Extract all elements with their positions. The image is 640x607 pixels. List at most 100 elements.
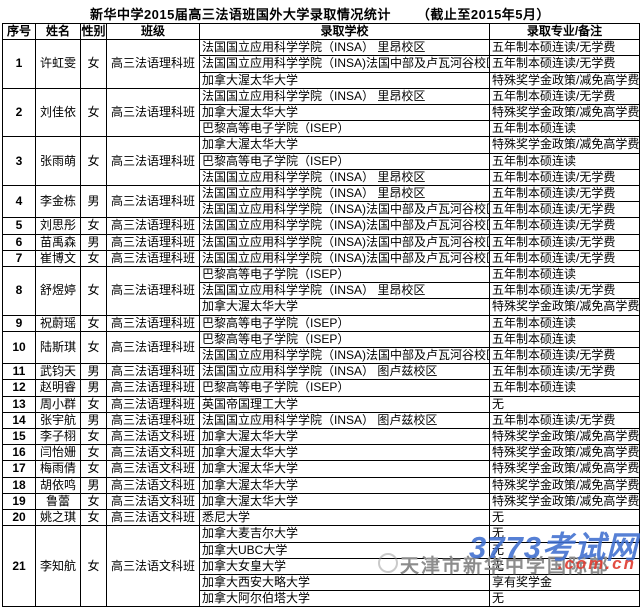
table-row: 18 胡依鸣男高三法语文科班 加拿大渥太华大学 特殊奖学金政策/减免高学费	[2, 476, 640, 494]
student-class: 高三法语文科班	[106, 492, 200, 511]
admission-remark: 无	[489, 590, 640, 607]
student-gender: 男	[80, 363, 107, 381]
admission-school: 法国国立应用科学学院（INSA)法国中部及卢瓦河谷校区	[199, 217, 490, 235]
admission-remark: 无	[489, 509, 640, 527]
page-title: 新华中学2015届高三法语班国外大学录取情况统计 （截止至2015年5月）	[0, 0, 640, 23]
admission-remark: 五年制本硕连读/无学费	[489, 217, 640, 235]
header-remark: 录取专业/备注	[489, 22, 640, 41]
table-row: 法国国立应用科学学院（INSA)法国中部及卢瓦河谷校区 五年制本硕连读/无学费	[3, 201, 640, 219]
student-gender: 女	[80, 136, 107, 187]
admission-remark: 五年制本硕连读/无学费	[489, 363, 640, 381]
student-class: 高三法语文科班	[106, 428, 200, 446]
table-row: 5 刘思彤女高三法语理科班 法国国立应用科学学院（INSA)法国中部及卢瓦河谷校区五…	[2, 217, 640, 235]
student-name: 舒煜婷	[35, 266, 81, 316]
admission-school: 英国帝国理工大学	[199, 395, 490, 413]
admission-remark: 特殊奖学金政策/减免高学费	[489, 104, 640, 122]
student-class: 高三法语文科班	[106, 476, 200, 494]
table-row: 20 姚之琪女高三法语文科班 悉尼大学无	[2, 509, 640, 527]
table-row: 7 崔博文女高三法语理科班 法国国立应用科学学院（INSA)法国中部及卢瓦河谷校区五…	[2, 249, 640, 268]
table-row: 17 梅雨倩女高三法语文科班 加拿大渥太华大学 特殊奖学金政策/减免高学费	[2, 460, 640, 478]
row-number: 21	[2, 525, 36, 607]
row-number: 5	[2, 217, 36, 235]
admission-school: 加拿大渥太华大学	[199, 428, 490, 446]
table-row: 8 舒煜婷女高三法语理科班 巴黎高等电子学院（ISEP） 五年制本硕连读	[2, 266, 640, 316]
admission-remark: 五年制本硕连读/无学费	[489, 185, 640, 203]
student-gender: 女	[80, 87, 107, 138]
admission-remark: 五年制本硕连读	[489, 330, 640, 349]
student-gender: 男	[80, 476, 107, 494]
row-number: 13	[2, 395, 36, 413]
admission-remark: 五年制本硕连读/无学费	[489, 201, 640, 219]
admission-remark: 特殊奖学金政策/减免高学费	[489, 476, 640, 494]
admission-remark: 五年制本硕连读/无学费	[489, 168, 640, 187]
admission-school: 加拿大渥太华大学	[199, 444, 490, 462]
row-number: 18	[2, 476, 36, 494]
student-class: 高三法语理科班	[106, 136, 200, 187]
table-row: 15 李子栩女高三法语文科班 加拿大渥太华大学 特殊奖学金政策/减免高学费	[2, 428, 640, 446]
student-class: 高三法语理科班	[106, 395, 200, 413]
admission-school: 法国国立应用科学学院（INSA)法国中部及卢瓦河谷校区	[199, 55, 490, 73]
admission-remark: 五年制本硕连读	[489, 379, 640, 397]
student-gender: 女	[80, 525, 107, 607]
student-gender: 女	[80, 444, 107, 462]
student-class: 高三法语理科班	[106, 379, 200, 397]
table-row: 法国国立应用科学学院（INSA） 里昂校区 五年制本硕连读/无学费	[3, 168, 640, 187]
admission-remark: 享有奖学金	[489, 573, 640, 592]
admission-school: 加拿大渥太华大学	[199, 136, 490, 154]
row-number: 6	[2, 233, 36, 251]
student-name: 张宇航	[35, 411, 81, 430]
table-row: 2 刘佳依女高三法语理科班 法国国立应用科学学院（INSA） 里昂校区 五年制本硕连读…	[2, 87, 640, 138]
admission-school: 加拿大渥太华大学	[199, 460, 490, 478]
student-class: 高三法语理科班	[106, 330, 200, 365]
admission-remark: 五年制本硕连读/无学费	[489, 249, 640, 268]
admission-school: 巴黎高等电子学院（ISEP）	[199, 379, 490, 397]
table-row: 法国国立应用科学学院（INSA)法国中部及卢瓦河谷校区 五年制本硕连读/无学费	[3, 347, 640, 365]
student-name: 闫怡姗	[35, 444, 81, 462]
student-class: 高三法语理科班	[106, 411, 200, 430]
row-number: 20	[2, 509, 36, 527]
student-class: 高三法语理科班	[106, 39, 200, 89]
student-class: 高三法语理科班	[106, 185, 200, 219]
admission-school: 法国国立应用科学学院（INSA)法国中部及卢瓦河谷校区	[199, 249, 490, 268]
admission-school: 法国国立应用科学学院（INSA)法国中部及卢瓦河谷校区	[199, 347, 490, 365]
student-gender: 女	[80, 314, 107, 332]
header-name: 姓名	[35, 22, 81, 41]
admission-school: 法国国立应用科学学院（INSA） 里昂校区	[199, 87, 490, 106]
student-name: 赵明睿	[35, 379, 81, 397]
admission-remark: 五年制本硕连读	[489, 266, 640, 284]
student-name: 苗禹森	[35, 233, 81, 251]
admission-remark: 五年制本硕连读/无学费	[489, 411, 640, 430]
admission-school: 加拿大UBC大学	[199, 541, 490, 559]
student-gender: 女	[80, 266, 107, 316]
row-number: 10	[2, 330, 36, 365]
student-class: 高三法语理科班	[106, 87, 200, 138]
admission-remark: 特殊奖学金政策/减免高学费	[489, 136, 640, 154]
admission-school: 法国国立应用科学学院（INSA） 图卢兹校区	[199, 411, 490, 430]
row-number: 15	[2, 428, 36, 446]
student-name: 张雨萌	[35, 136, 81, 187]
row-number: 3	[2, 136, 36, 187]
admission-school: 加拿大女皇大学	[199, 557, 490, 575]
admission-school: 法国国立应用科学学院（INSA） 里昂校区	[199, 282, 490, 300]
student-name: 许虹雯	[35, 39, 81, 89]
row-number: 8	[2, 266, 36, 316]
student-gender: 女	[80, 428, 107, 446]
table-row: 11 武钧天男高三法语理科班 法国国立应用科学学院（INSA） 图卢兹校区 五年制本硕…	[2, 363, 640, 381]
admission-remark: 五年制本硕连读	[489, 314, 640, 332]
row-number: 12	[2, 379, 36, 397]
row-number: 4	[2, 185, 36, 219]
admission-school: 法国国立应用科学学院（INSA） 图卢兹校区	[199, 363, 490, 381]
admission-remark: 无	[489, 395, 640, 413]
student-class: 高三法语理科班	[106, 363, 200, 381]
student-gender: 女	[80, 249, 107, 268]
table-row: 巴黎高等电子学院（ISEP） 五年制本硕连读	[3, 152, 640, 170]
student-name: 李知航	[35, 525, 81, 607]
table-row: 16 闫怡姗女高三法语文科班 加拿大渥太华大学 特殊奖学金政策/减免高学费	[2, 444, 640, 462]
student-name: 李金栋	[35, 185, 81, 219]
student-name: 刘思彤	[35, 217, 81, 235]
admission-school: 法国国立应用科学学院（INSA） 里昂校区	[199, 168, 490, 187]
admission-school: 加拿大西安大略大学	[199, 573, 490, 592]
table-row: 加拿大UBC大学无	[3, 541, 640, 559]
header-gender: 性别	[80, 22, 107, 41]
student-gender: 男	[80, 185, 107, 219]
